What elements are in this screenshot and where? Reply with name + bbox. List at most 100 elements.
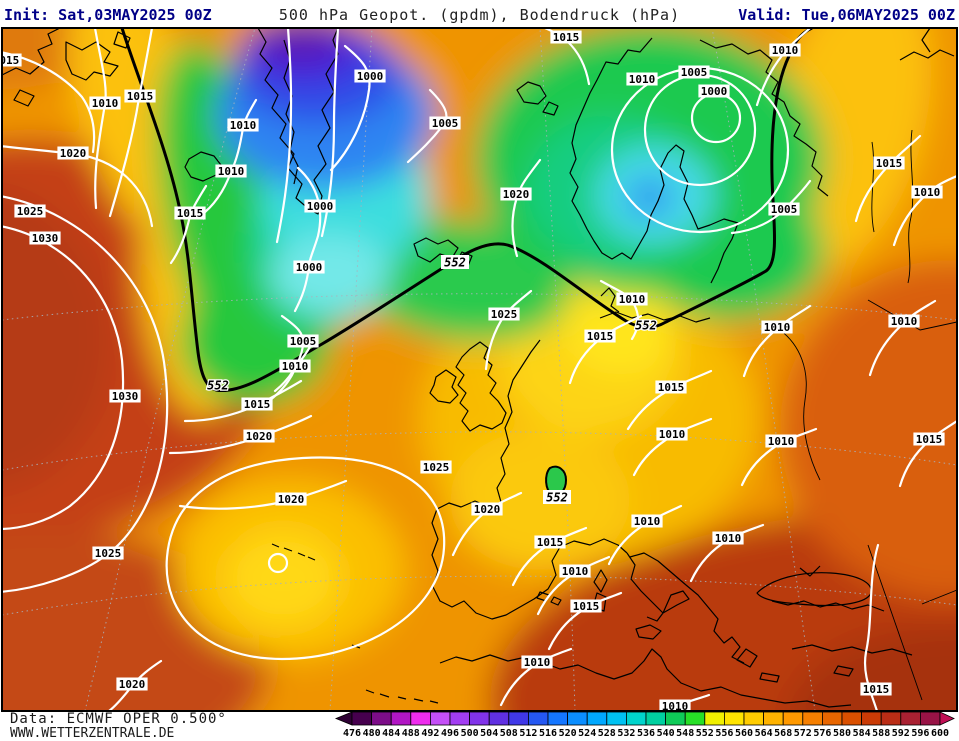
svg-text:1010: 1010 <box>619 293 646 306</box>
colorbar-swatch <box>351 711 373 726</box>
pressure-label: 1005 <box>287 334 319 348</box>
pressure-label: 1010 <box>765 434 797 448</box>
colorbar-swatch <box>410 711 431 726</box>
colorbar-swatch <box>724 711 745 726</box>
colorbar-tick-label: 536 <box>637 728 655 739</box>
svg-text:1010: 1010 <box>218 165 245 178</box>
svg-text:1010: 1010 <box>634 515 661 528</box>
svg-text:1020: 1020 <box>503 188 530 201</box>
pressure-label: 1010 <box>89 96 121 110</box>
svg-text:1000: 1000 <box>701 85 728 98</box>
colorbar-tick-label: 476 <box>343 728 361 739</box>
svg-text:1015: 1015 <box>587 330 614 343</box>
svg-text:1010: 1010 <box>891 315 918 328</box>
colorbar-tick-label: 556 <box>715 728 733 739</box>
colorbar-swatch <box>606 711 627 726</box>
pressure-label: 1015 <box>241 397 273 411</box>
pressure-label: 1030 <box>109 389 141 403</box>
svg-text:1020: 1020 <box>246 430 273 443</box>
svg-text:1010: 1010 <box>768 435 795 448</box>
svg-text:1005: 1005 <box>290 335 317 348</box>
svg-text:1015: 1015 <box>0 54 19 67</box>
pressure-label: 1020 <box>243 429 275 443</box>
colorbar-tick-label: 540 <box>657 728 675 739</box>
svg-text:1010: 1010 <box>230 119 257 132</box>
svg-text:1010: 1010 <box>715 532 742 545</box>
svg-text:1015: 1015 <box>876 157 903 170</box>
pressure-label: 1025 <box>488 307 520 321</box>
pressure-label: 1010 <box>761 320 793 334</box>
svg-text:1010: 1010 <box>524 656 551 669</box>
pressure-label: 1010 <box>559 564 591 578</box>
colorbar-swatch <box>528 711 549 726</box>
pressure-label: 1010 <box>215 164 247 178</box>
pressure-label: 1020 <box>116 677 148 691</box>
colorbar-tick-label: 508 <box>500 728 518 739</box>
colorbar-tick-label: 512 <box>519 728 537 739</box>
colorbar-tick-label: 532 <box>617 728 635 739</box>
pressure-label: 1020 <box>57 146 89 160</box>
svg-text:552: 552 <box>207 378 229 392</box>
svg-text:1015: 1015 <box>127 90 154 103</box>
colorbar-swatch <box>429 711 451 726</box>
colorbar-swatch <box>684 711 706 726</box>
svg-text:1015: 1015 <box>537 536 564 549</box>
colorbar-swatch <box>645 711 667 726</box>
colorbar-swatch <box>488 711 510 726</box>
colorbar-swatch <box>586 711 608 726</box>
pressure-label: 1015 <box>584 329 616 343</box>
pressure-label: 1010 <box>616 292 648 306</box>
pressure-label: 1010 <box>911 185 943 199</box>
pressure-label: 1010 <box>888 314 920 328</box>
colorbar-tick-label: 588 <box>872 728 890 739</box>
colorbar-swatch <box>469 711 490 726</box>
svg-text:1005: 1005 <box>681 66 708 79</box>
colorbar-swatch <box>371 711 392 726</box>
colorbar-tick-label: 568 <box>774 728 792 739</box>
colorbar-tick-label: 600 <box>931 728 949 739</box>
colorbar-tick-label: 516 <box>539 728 557 739</box>
svg-text:1030: 1030 <box>32 232 59 245</box>
svg-text:1015: 1015 <box>658 381 685 394</box>
colorbar-tick-label: 548 <box>676 728 694 739</box>
svg-text:1010: 1010 <box>629 73 656 86</box>
pressure-label: 1010 <box>521 655 553 669</box>
colorbar-swatch <box>665 711 686 726</box>
colorbar-tick-label: 480 <box>363 728 381 739</box>
svg-text:1000: 1000 <box>357 70 384 83</box>
colorbar: 476 480 484 488 492 496 500 504 508 512 516 520 524 5… <box>334 711 955 739</box>
svg-text:1030: 1030 <box>112 390 139 403</box>
pressure-label: 1015 <box>655 380 687 394</box>
pressure-label: 1000 <box>304 199 336 213</box>
colorbar-swatch <box>704 711 725 726</box>
pressure-label: 1025 <box>14 204 46 218</box>
geopotential-552-label: 552 <box>441 255 469 269</box>
pressure-label: 1005 <box>429 116 461 130</box>
colorbar-tick-label: 524 <box>578 728 596 739</box>
pressure-label: 1020 <box>275 492 307 506</box>
pressure-label: 1010 <box>227 118 259 132</box>
pressure-label: 1010 <box>656 427 688 441</box>
svg-text:1015: 1015 <box>863 683 890 696</box>
colorbar-tick-label: 488 <box>402 728 420 739</box>
svg-text:1010: 1010 <box>659 428 686 441</box>
svg-text:552: 552 <box>444 255 466 269</box>
colorbar-swatch <box>782 711 804 726</box>
colorbar-right-arrow <box>939 711 955 726</box>
map-frame <box>1 27 958 712</box>
contour-552-layer <box>120 28 813 496</box>
colorbar-tick-label: 572 <box>794 728 812 739</box>
pressure-label: 1030 <box>29 231 61 245</box>
svg-text:1010: 1010 <box>662 700 689 713</box>
svg-text:1020: 1020 <box>60 147 87 160</box>
website-label: WWW.WETTERZENTRALE.DE <box>10 726 175 741</box>
init-time-label: Init: Sat,03MAY2025 00Z <box>4 6 212 24</box>
svg-text:1020: 1020 <box>278 493 305 506</box>
colorbar-swatch <box>861 711 882 726</box>
colorbar-tick-label: 564 <box>755 728 773 739</box>
colorbar-tick-label: 560 <box>735 728 753 739</box>
colorbar-swatch <box>626 711 647 726</box>
geopotential-552-label: 552 <box>634 317 658 334</box>
pressure-label: 1010 <box>626 72 658 86</box>
pressure-label: 1010 <box>769 43 801 57</box>
